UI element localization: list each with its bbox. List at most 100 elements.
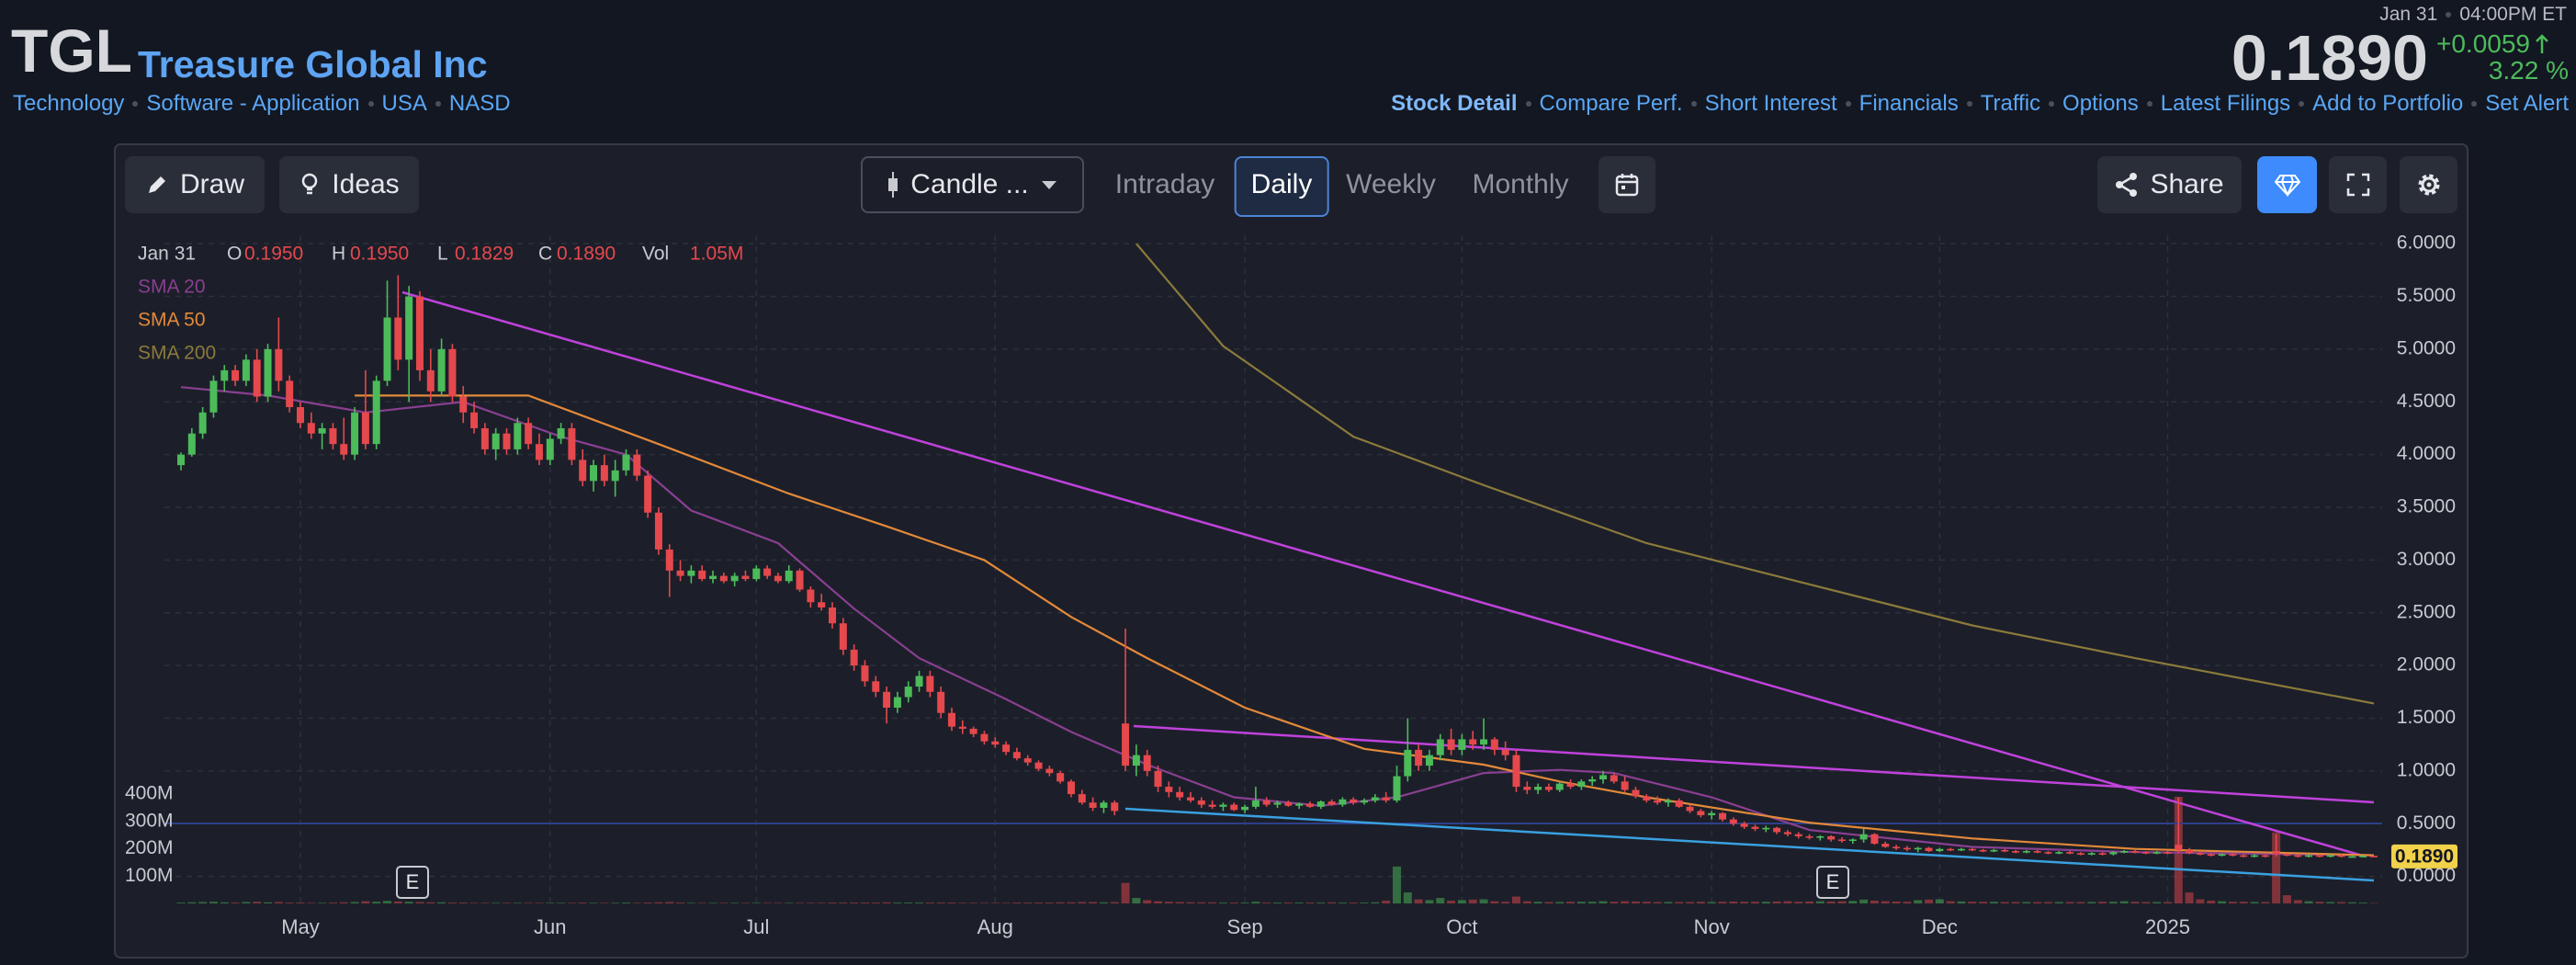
candle-body: [1447, 739, 1455, 750]
volume-bar: [253, 902, 262, 903]
candle-body: [818, 602, 826, 608]
nav-link[interactable]: Compare Perf.: [1539, 91, 1683, 116]
candle-body: [351, 412, 359, 455]
sma-legend: SMA 20: [138, 277, 206, 298]
candle-body: [2240, 855, 2248, 857]
volume-tick-label: 100M: [125, 865, 174, 886]
candle-body: [872, 681, 880, 692]
candle-body: [1903, 847, 1911, 850]
candle-body: [958, 726, 966, 729]
volume-bar: [1511, 896, 1520, 903]
legend-value: 0.1950: [244, 244, 303, 265]
price-change: +0.0059: [2436, 29, 2550, 59]
tag-link[interactable]: Software - Application: [146, 91, 360, 116]
separator-dot: [1845, 101, 1851, 107]
earnings-marker[interactable]: [396, 866, 429, 899]
candle-body: [568, 427, 576, 460]
legend-key: Vol: [642, 244, 669, 265]
nav-link[interactable]: Traffic: [1980, 91, 2041, 116]
moving-averages: [180, 243, 2375, 857]
volume-bar: [1740, 902, 1749, 903]
candle-body: [2370, 856, 2378, 857]
settings-button[interactable]: [2400, 156, 2457, 213]
candle-body: [1914, 847, 1922, 850]
x-tick-label: Aug: [977, 915, 1013, 938]
nav-link[interactable]: Short Interest: [1704, 91, 1837, 116]
candle-body: [676, 570, 684, 576]
candle-body: [2120, 851, 2129, 853]
candle-body: [242, 359, 250, 381]
draw-button[interactable]: Draw: [125, 156, 265, 213]
period-tab[interactable]: Weekly: [1346, 169, 1436, 199]
nav-link[interactable]: Financials: [1859, 91, 1959, 116]
nav-link[interactable]: Add to Portfolio: [2312, 91, 2464, 116]
volume-bar: [1447, 901, 1456, 903]
candle-body: [1577, 781, 1586, 788]
candle-body: [394, 317, 402, 360]
earnings-marker[interactable]: [1816, 866, 1849, 899]
candle-body: [590, 465, 598, 482]
candle-body: [850, 649, 858, 666]
volume-bar: [1436, 898, 1445, 903]
candle-body: [1555, 783, 1564, 790]
y-tick-label: 0.5000: [2397, 812, 2456, 834]
premium-button[interactable]: [2257, 156, 2317, 213]
candle-body: [883, 691, 891, 709]
volume-bar: [1468, 899, 1477, 903]
candle-body: [535, 444, 543, 460]
calendar-button[interactable]: [1599, 156, 1655, 213]
nav-link[interactable]: Options: [2062, 91, 2139, 116]
candle-body: [2109, 852, 2118, 855]
candle-body: [2218, 854, 2226, 857]
nav-link[interactable]: Set Alert: [2485, 91, 2569, 116]
period-tab[interactable]: Intraday: [1114, 169, 1215, 199]
candle-body: [426, 369, 435, 392]
candle-body: [698, 570, 706, 580]
candle-body: [1718, 812, 1726, 820]
volume-bar: [1805, 901, 1814, 903]
candle-body: [1566, 783, 1575, 788]
candle-body: [1458, 739, 1466, 750]
candle-body: [1947, 848, 1955, 851]
nav: Stock Detail Compare Perf. Short Interest F…: [1391, 90, 2569, 118]
volume-bar: [1533, 902, 1542, 903]
legend-key: O: [227, 244, 242, 265]
up-arrow: [2536, 34, 2548, 53]
volume-bar: [1989, 902, 1998, 903]
tag-link[interactable]: NASD: [448, 91, 511, 116]
fullscreen-button[interactable]: [2329, 156, 2387, 213]
earnings-marker-label: E: [1826, 870, 1840, 893]
volume-bar: [2315, 902, 2324, 903]
volume-bar: [209, 902, 218, 903]
candle-body: [480, 427, 489, 449]
candle-body: [2076, 853, 2085, 855]
candle-body: [177, 454, 185, 466]
nav-link[interactable]: Latest Filings: [2160, 91, 2291, 116]
candle-body: [1979, 849, 1987, 852]
ideas-button[interactable]: Ideas: [279, 156, 419, 213]
candle-body: [437, 348, 446, 392]
candle-body: [1805, 835, 1813, 838]
candle-body: [1012, 752, 1021, 759]
time: 04:00PM ET: [2459, 4, 2567, 25]
candle-body: [1436, 739, 1444, 755]
candle-body: [1925, 847, 1933, 852]
candle-body: [275, 348, 283, 381]
candle-body: [232, 369, 240, 381]
trend-line: [1133, 724, 2375, 804]
chart-type-dropdown[interactable]: Candle ...: [861, 156, 1084, 213]
candle-body: [1143, 755, 1151, 771]
tag-link[interactable]: USA: [381, 91, 427, 116]
share-button[interactable]: Share: [2097, 156, 2242, 213]
diamond-icon: [2274, 175, 2300, 197]
candle-body: [1762, 827, 1770, 830]
separator-dot: [1966, 101, 1972, 107]
nav-link[interactable]: Stock Detail: [1391, 91, 1518, 116]
separator-dot: [2446, 12, 2452, 17]
period-tab[interactable]: Monthly: [1472, 169, 1569, 199]
tag-link[interactable]: Technology: [13, 91, 125, 116]
candle-body: [893, 697, 901, 709]
period-tab[interactable]: Daily: [1234, 156, 1329, 217]
candle-body: [1089, 802, 1097, 809]
legend-date: Jan 31: [138, 244, 196, 265]
